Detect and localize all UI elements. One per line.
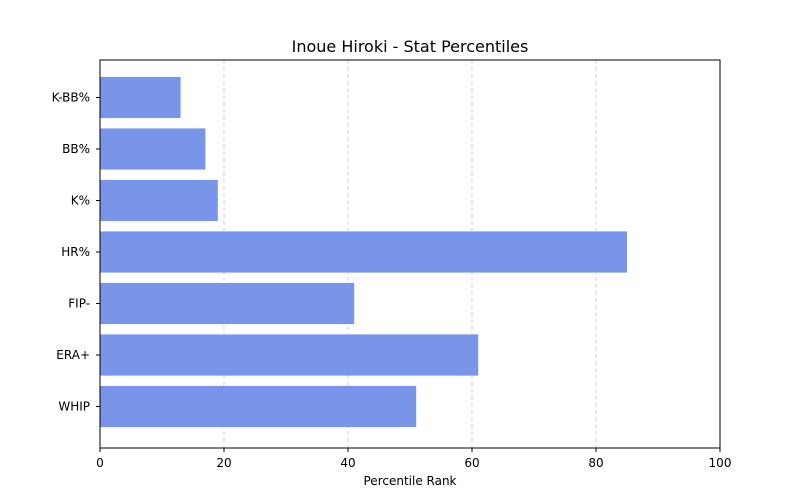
bar-fip- <box>100 282 355 325</box>
bar-series <box>100 76 627 428</box>
bar-k-bb- <box>100 76 181 119</box>
bar-bb- <box>100 128 206 170</box>
y-axis: WHIP ERA+ FIP- HR% K% BB% K-BB% <box>52 91 100 414</box>
bar-hr- <box>100 231 627 273</box>
x-tick-label: 80 <box>588 456 603 470</box>
y-tick-label: K% <box>71 194 90 208</box>
x-tick-label: 100 <box>709 456 732 470</box>
x-axis-label: Percentile Rank <box>364 474 457 488</box>
plot-frame <box>99 59 721 449</box>
y-tick-label: ERA+ <box>56 348 90 362</box>
x-tick-label: 60 <box>464 456 479 470</box>
y-tick-label: BB% <box>62 142 90 156</box>
y-tick-label: WHIP <box>58 400 90 414</box>
x-tick-label: 40 <box>340 456 355 470</box>
x-tick-label: 20 <box>216 456 231 470</box>
x-tick-label: 0 <box>96 456 104 470</box>
y-tick-label: FIP- <box>68 297 90 311</box>
y-tick-label: K-BB% <box>52 91 90 105</box>
x-axis: 0 20 40 60 80 100 <box>96 448 731 470</box>
chart-title: Inoue Hiroki - Stat Percentiles <box>292 37 529 56</box>
bar-whip <box>100 385 417 428</box>
bar-era- <box>100 334 479 376</box>
gridlines <box>223 60 597 448</box>
bar-k- <box>100 179 218 222</box>
y-tick-label: HR% <box>61 245 90 259</box>
